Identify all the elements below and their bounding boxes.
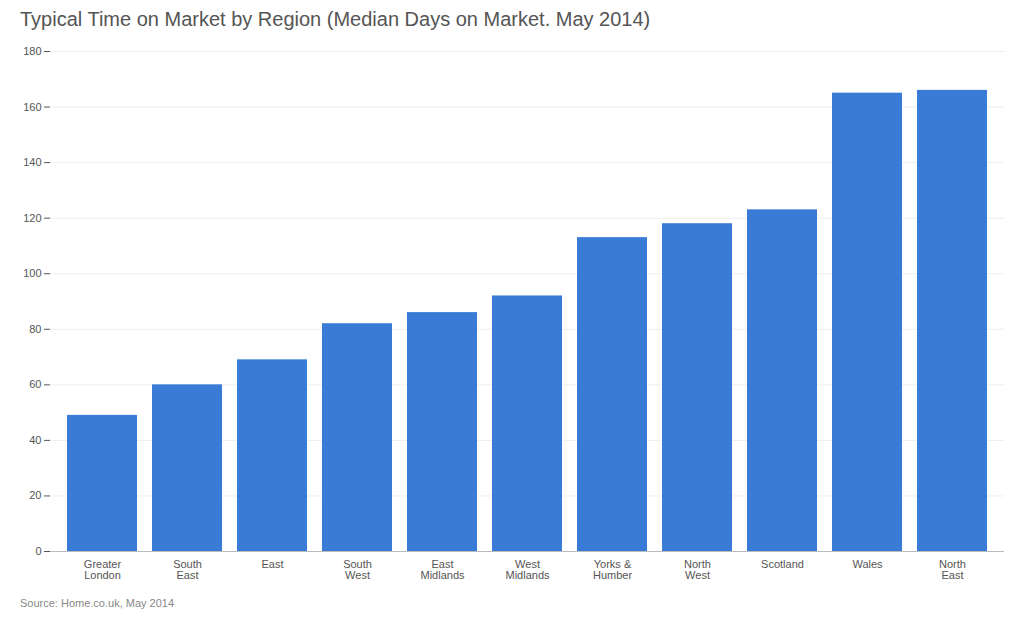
svg-text:80: 80 <box>29 323 41 335</box>
svg-text:100: 100 <box>23 267 41 279</box>
svg-text:NorthEast: NorthEast <box>939 558 966 581</box>
svg-text:EastMidlands: EastMidlands <box>420 558 465 581</box>
svg-text:140: 140 <box>23 156 41 168</box>
svg-text:GreaterLondon: GreaterLondon <box>84 558 122 581</box>
svg-text:180: 180 <box>23 45 41 57</box>
svg-text:40: 40 <box>29 434 41 446</box>
svg-text:Wales: Wales <box>852 558 883 570</box>
svg-text:SouthWest: SouthWest <box>343 558 372 581</box>
svg-text:SouthEast: SouthEast <box>173 558 202 581</box>
svg-text:0: 0 <box>35 545 41 557</box>
svg-text:Yorks &Humber: Yorks &Humber <box>593 558 632 581</box>
svg-text:East: East <box>261 558 283 570</box>
svg-text:120: 120 <box>23 212 41 224</box>
svg-text:160: 160 <box>23 101 41 113</box>
svg-text:20: 20 <box>29 489 41 501</box>
svg-text:60: 60 <box>29 378 41 390</box>
svg-text:NorthWest: NorthWest <box>684 558 711 581</box>
svg-text:WestMidlands: WestMidlands <box>505 558 550 581</box>
html-text:Source: Home.co.uk, May 2014: Source: Home.co.uk, May 2014 <box>20 597 175 609</box>
svg-text:Scotland: Scotland <box>761 558 804 570</box>
html-text:Typical Time on Market by Regi: Typical Time on Market by Region (Median… <box>20 8 651 30</box>
